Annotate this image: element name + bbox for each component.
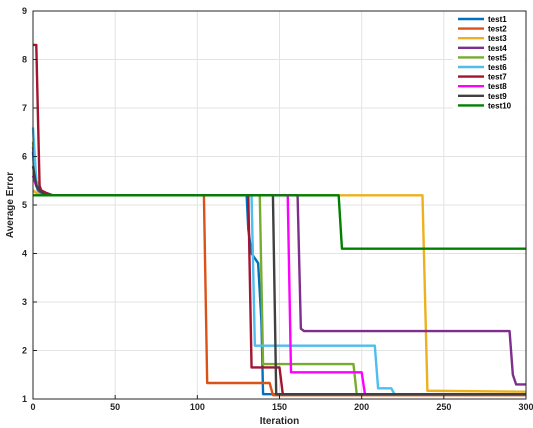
legend-label-test4: test4: [488, 44, 507, 53]
legend-label-test7: test7: [488, 73, 507, 82]
y-tick-label: 1: [22, 394, 27, 404]
legend-label-test1: test1: [488, 15, 507, 24]
y-tick-label: 7: [22, 103, 27, 113]
legend-label-test2: test2: [488, 25, 507, 34]
x-tick-label: 0: [30, 402, 35, 412]
x-axis-ticks: 0 50 100 150 200 250 300: [30, 395, 533, 412]
y-tick-label: 5: [22, 200, 27, 210]
y-tick-label: 2: [22, 346, 27, 356]
y-axis-ticks: 1 2 3 4 5 6 7 8 9: [22, 6, 37, 404]
x-tick-label: 200: [354, 402, 369, 412]
x-tick-label: 100: [190, 402, 205, 412]
x-tick-label: 300: [518, 402, 533, 412]
series-lines: [31, 43, 527, 397]
legend-label-test6: test6: [488, 63, 507, 72]
legend-label-test5: test5: [488, 53, 507, 62]
x-tick-label: 150: [272, 402, 287, 412]
x-tick-label: 50: [110, 402, 120, 412]
legend-label-test10: test10: [488, 101, 512, 110]
x-axis-title: Iteration: [260, 416, 299, 427]
y-tick-label: 4: [22, 249, 27, 259]
x-tick-label: 250: [436, 402, 451, 412]
y-tick-label: 6: [22, 152, 27, 162]
y-tick-label: 9: [22, 6, 27, 16]
legend-label-test8: test8: [488, 82, 507, 91]
y-tick-label: 8: [22, 55, 27, 65]
y-tick-label: 3: [22, 297, 27, 307]
y-axis-title: Average Error: [5, 172, 16, 238]
series-line-test10: [33, 194, 526, 250]
legend-label-test9: test9: [488, 92, 507, 101]
legend-label-test3: test3: [488, 34, 507, 43]
legend: test1test2test3test4test5test6test7test8…: [453, 13, 525, 112]
